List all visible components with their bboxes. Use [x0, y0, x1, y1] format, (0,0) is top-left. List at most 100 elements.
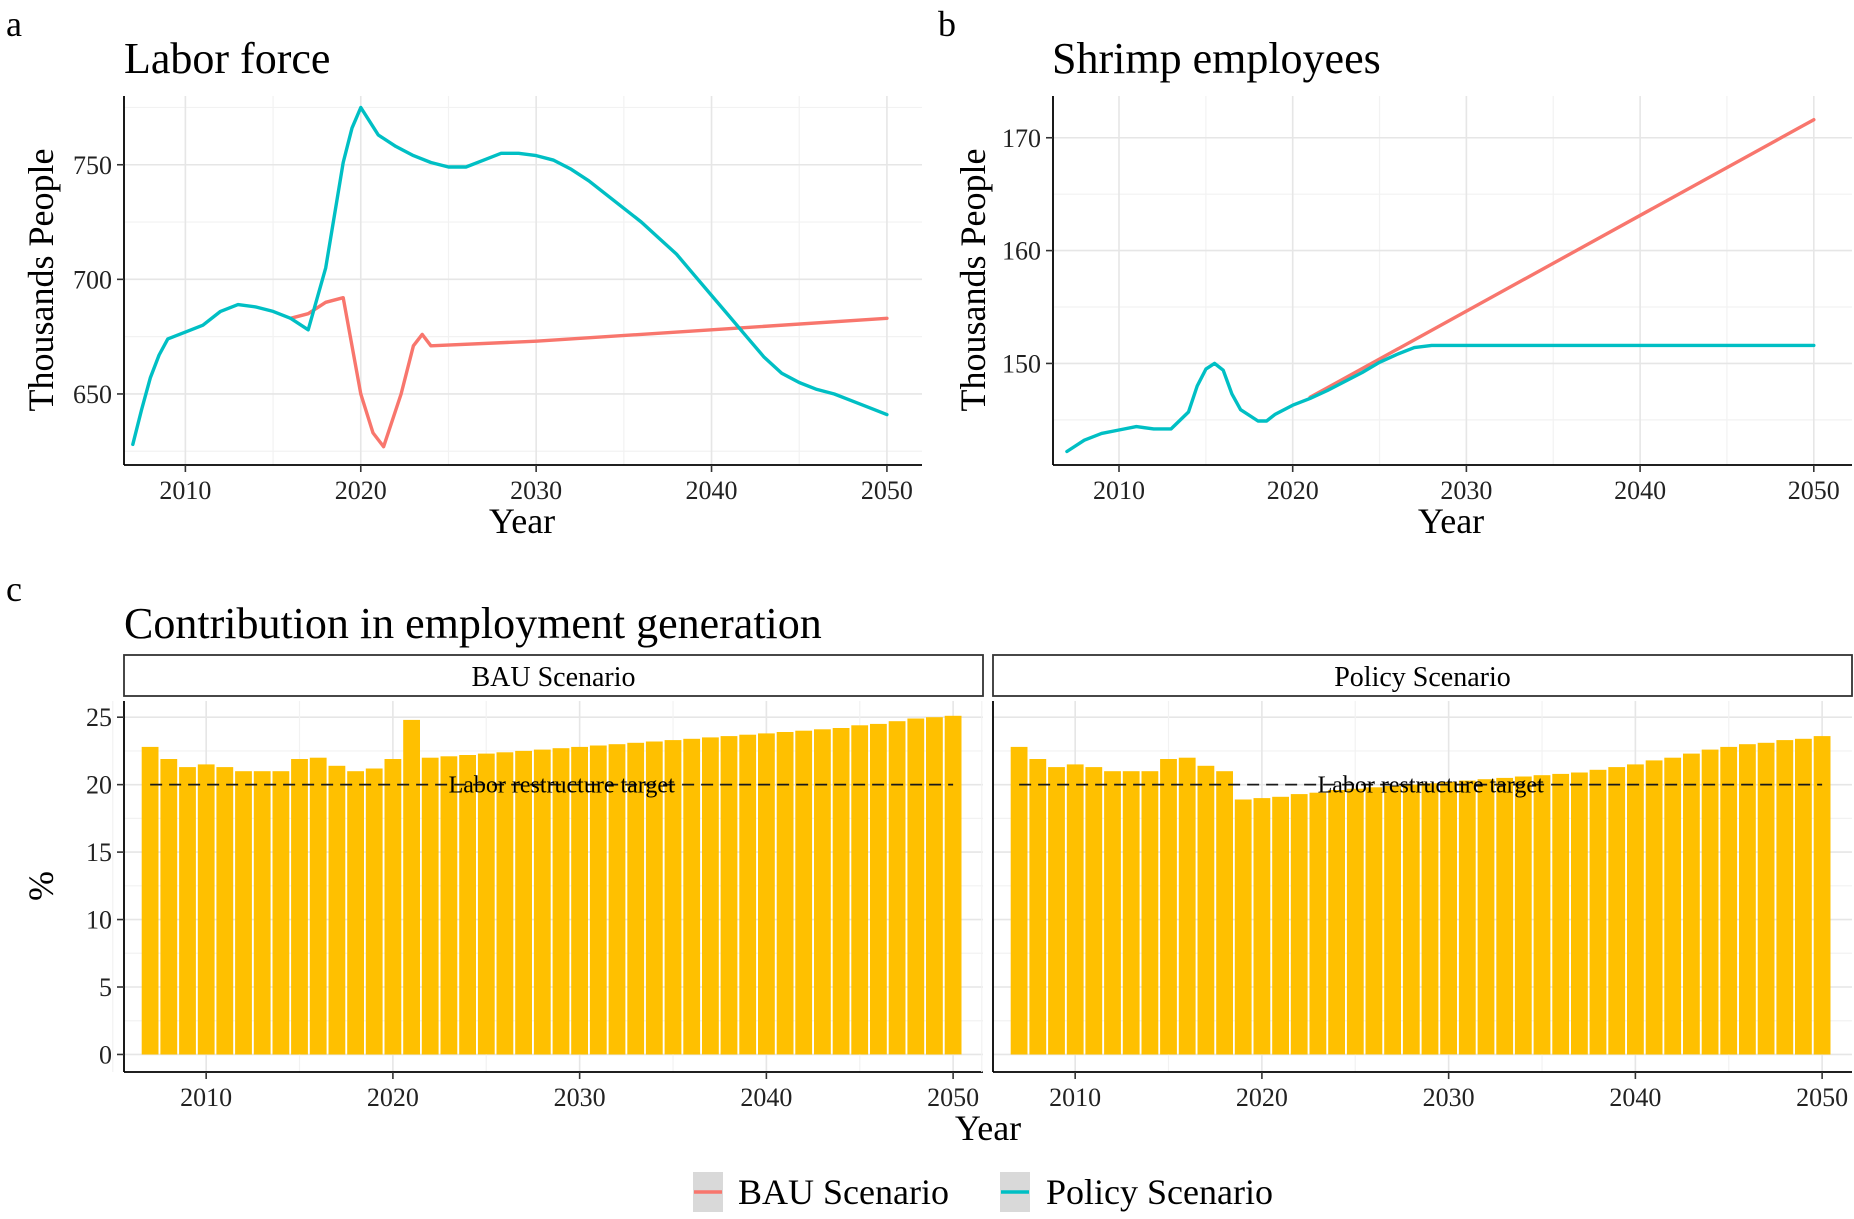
legend-label-bau: BAU Scenario [738, 1172, 949, 1212]
facet-bau-bar [179, 767, 196, 1055]
facet-policy-bar [1290, 794, 1308, 1055]
panel-a-series-bau-line [288, 296, 889, 449]
facet-bau-bar [552, 748, 570, 1055]
facet-policy-bar [1645, 760, 1663, 1055]
facet-bau-bar [926, 717, 943, 1055]
facet-bau-x-tick-label: 2010 [180, 1083, 232, 1112]
panel-c-y-axis-title: % [21, 871, 61, 901]
facet-policy-bar [1402, 784, 1420, 1055]
facet-policy-bar [1813, 736, 1831, 1055]
facet-policy-bar [1309, 792, 1327, 1055]
facet-policy-bar [1010, 746, 1028, 1055]
facet-bau-bar [645, 741, 663, 1055]
panel-a-x-tick-label: 2040 [686, 476, 738, 505]
panel-a-y-axis-title: Thousands People [21, 149, 61, 412]
panel-b-ticks: 2010 2020 2030 2040 2050 150 160 170 [1002, 124, 1840, 505]
panel-b-y-tick-label: 150 [1002, 349, 1041, 378]
facet-bau-target-label: Labor restructure target [449, 773, 675, 799]
panel-c-x-axis-title: Year [955, 1108, 1021, 1148]
panel-b: Shrimp employees 2010 2020 2030 2040 2050 150… [953, 34, 1852, 541]
panel-b-grid [1053, 96, 1852, 465]
facet-policy-bar [1627, 764, 1644, 1055]
facet-bau-bar [664, 740, 682, 1055]
panel-b-series-policy-line [1065, 343, 1816, 454]
facet-policy-bar [1066, 764, 1084, 1055]
panel-b-y-tick-label: 170 [1002, 124, 1041, 153]
panel-c: Contribution in employment generation BA… [21, 599, 1853, 1148]
facet-policy-bar [1234, 799, 1252, 1055]
panel-a-x-tick-label: 2020 [335, 476, 387, 505]
facet-policy-bar [1178, 757, 1196, 1055]
panel-b-axes [1052, 96, 1852, 466]
facet-bau-bar [907, 718, 925, 1055]
facet-policy-bar [1514, 776, 1532, 1055]
facet-policy-bar [1795, 738, 1812, 1055]
facet-policy-bar [1701, 749, 1719, 1055]
panel-b-x-axis-title: Year [1418, 501, 1484, 541]
facet-policy-bar [1122, 771, 1140, 1055]
facet-bau-strip [123, 654, 984, 697]
facet-policy-x-tick-label: 2010 [1049, 1083, 1101, 1112]
facet-policy-bar [1104, 771, 1121, 1055]
facet-bau-bar [309, 757, 327, 1055]
facet-bau-bar [608, 744, 626, 1055]
panel-a-grid [124, 96, 922, 465]
facet-policy-bar [1029, 759, 1047, 1055]
panel-a: Labor force 2010 2020 2030 2040 2050 650 700 75… [21, 34, 922, 541]
panel-a-series-policy-line [131, 105, 889, 447]
facet-bau-bar [589, 745, 607, 1055]
facet-bau-bar [141, 746, 159, 1055]
facet-policy-bar [1272, 796, 1289, 1055]
facet-bau-bar [328, 765, 346, 1055]
facet-bau-bar [720, 736, 738, 1055]
panel-a-series [131, 105, 889, 449]
facet-bau-bar [944, 715, 962, 1055]
facet-policy-bar [1421, 783, 1439, 1055]
facet-bau-bar [347, 771, 364, 1055]
facet-policy: Policy Scenario Labor restructure target 2… [981, 654, 1853, 1112]
facet-policy-bar [1346, 788, 1364, 1055]
facet-bau-bar [421, 757, 439, 1055]
facet-policy-x-tick-label: 2020 [1236, 1083, 1288, 1112]
panel-b-x-tick-label: 2030 [1440, 476, 1492, 505]
facet-bau-bar [870, 723, 887, 1055]
facet-bau-x-tick-label: 2040 [740, 1083, 792, 1112]
facet-bau-bar [160, 759, 178, 1055]
facet-bau-x-tick-label: 2020 [367, 1083, 419, 1112]
panel-letter-a: a [6, 4, 22, 44]
panel-a-x-tick-label: 2010 [159, 476, 211, 505]
facet-bau-bar [515, 750, 532, 1055]
facet-bau-x-tick-label: 2050 [927, 1083, 979, 1112]
facet-policy-bar [1739, 744, 1756, 1055]
panel-b-y-tick-label: 160 [1002, 237, 1041, 266]
facet-bau-bar [253, 771, 271, 1055]
facet-bau-y-tick-label: 20 [86, 771, 112, 800]
facet-policy-bar [1589, 769, 1607, 1055]
facet-bau-bar [683, 738, 701, 1055]
facet-bau-bar [459, 755, 476, 1055]
panel-b-series-bau-line [1308, 118, 1816, 399]
panel-b-x-tick-label: 2020 [1267, 476, 1319, 505]
facet-policy-bar [1085, 767, 1103, 1055]
facet-bau-bar [739, 734, 757, 1055]
panel-b-x-tick-label: 2010 [1093, 476, 1145, 505]
facet-policy-x-tick-label: 2030 [1423, 1083, 1475, 1112]
legend: BAU Scenario Policy Scenario [693, 1172, 1273, 1212]
facet-bau-bar [776, 732, 794, 1055]
facet-policy-bar [1160, 759, 1177, 1055]
facet-bau-bar [440, 756, 458, 1055]
panel-a-x-axis-title: Year [489, 501, 555, 541]
panel-a-x-tick-label: 2050 [861, 476, 913, 505]
facet-bau-bar [814, 729, 831, 1055]
panel-letter-b: b [938, 4, 956, 44]
facet-policy-bar [1048, 767, 1065, 1055]
facet-policy-bar [1328, 790, 1345, 1055]
panel-letter-c: c [6, 569, 22, 609]
facet-bau-bar [888, 721, 906, 1055]
panel-b-title: Shrimp employees [1052, 34, 1381, 83]
facet-policy-bar [1552, 773, 1570, 1055]
facet-bau-bar [832, 728, 850, 1055]
facet-bau-bar [197, 764, 215, 1055]
